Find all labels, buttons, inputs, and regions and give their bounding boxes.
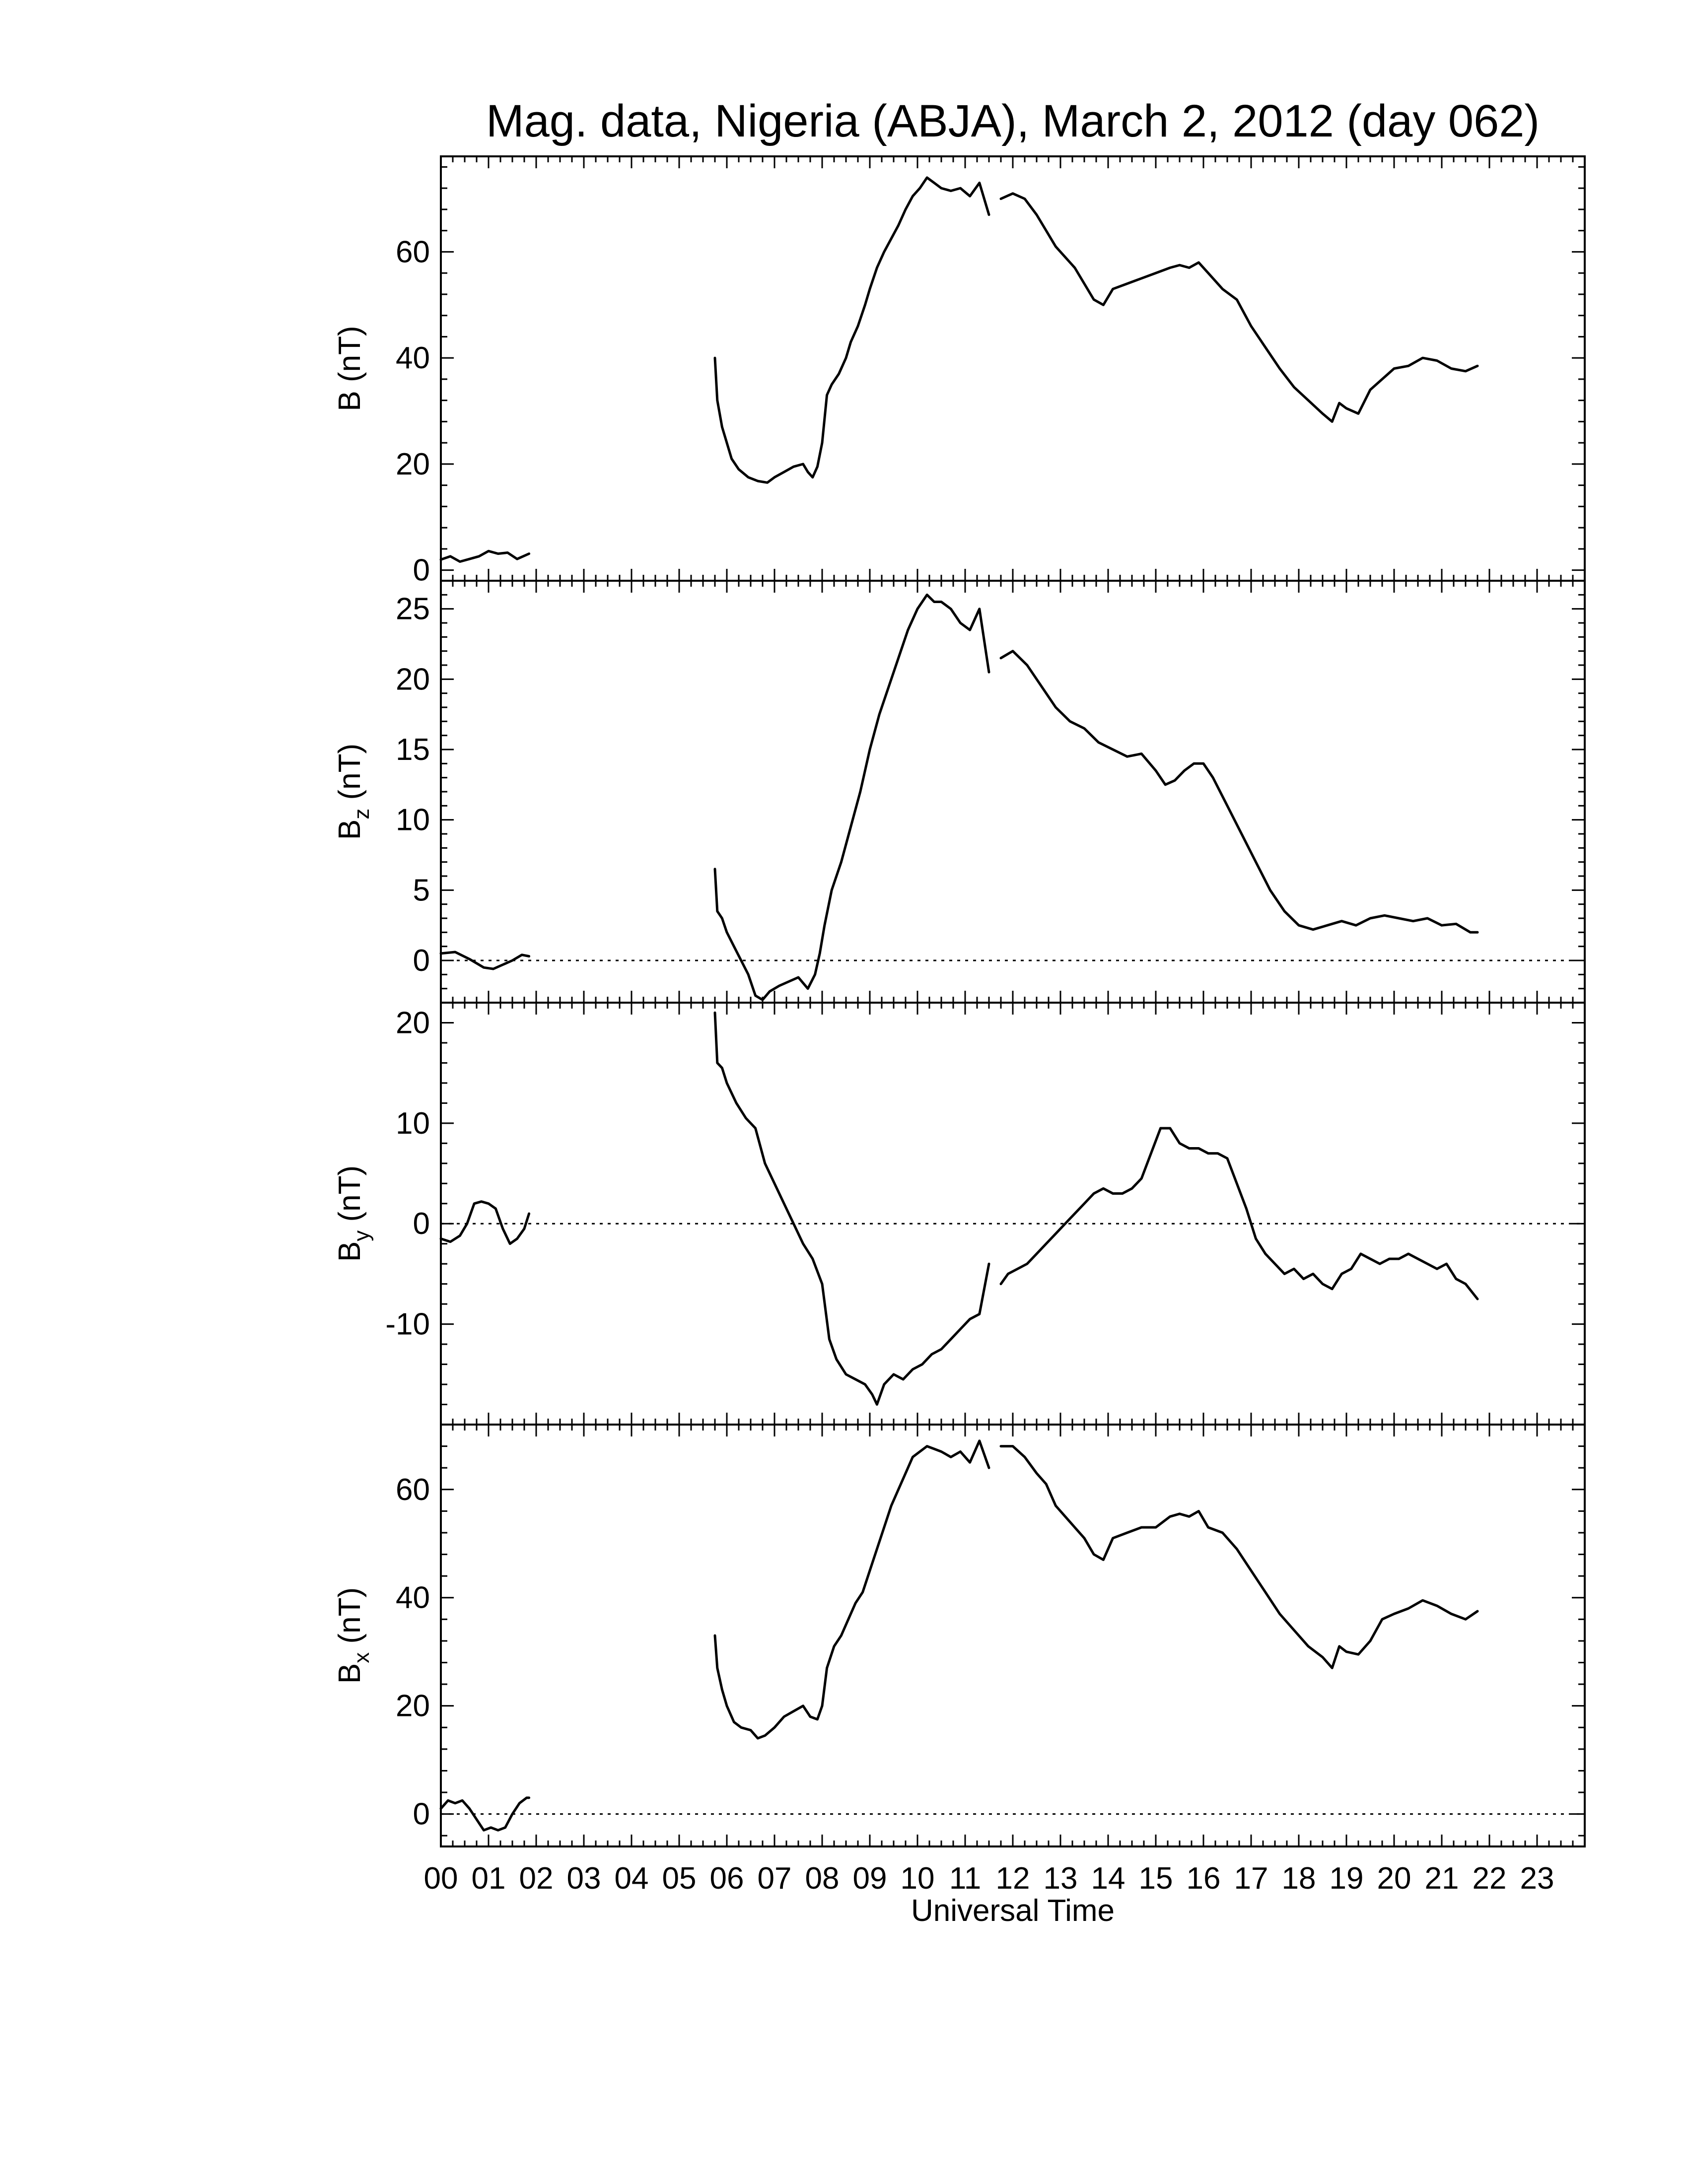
- series-line: [439, 1200, 531, 1245]
- x-tick-label: 15: [1139, 1861, 1173, 1896]
- series-line: [439, 951, 531, 970]
- y-axis-label-subscript: x: [350, 1652, 374, 1663]
- series-line: [999, 1445, 1479, 1669]
- series-line: [713, 1011, 990, 1406]
- y-tick-label: 10: [396, 803, 430, 837]
- x-tick-label: 02: [519, 1861, 554, 1896]
- series-line: [713, 176, 990, 484]
- y-axis-label-main: B: [333, 1241, 367, 1262]
- y-axis-label-unit: (nT): [333, 744, 367, 809]
- series-line: [999, 1127, 1479, 1300]
- y-axis-label-main: B: [333, 391, 367, 411]
- y-axis-label: Bx (nT): [333, 1587, 374, 1684]
- y-tick-label: 40: [396, 1581, 430, 1615]
- y-tick-label: 25: [396, 592, 430, 626]
- y-tick-label: 60: [396, 1473, 430, 1507]
- x-tick-label: 20: [1377, 1861, 1411, 1896]
- plot-frame: [440, 155, 1586, 582]
- plot-frame: [440, 1002, 1586, 1426]
- x-tick-label: 21: [1425, 1861, 1459, 1896]
- x-tick-label: 12: [996, 1861, 1030, 1896]
- y-tick-label: -10: [385, 1307, 430, 1342]
- x-tick-label: 11: [949, 1861, 981, 1896]
- plot-frame: [440, 580, 1586, 1004]
- x-tick-label: 10: [901, 1861, 935, 1896]
- x-tick-label: 06: [710, 1861, 744, 1896]
- series-line: [713, 1439, 990, 1740]
- chart-panels: 0 20 40 60 B (nT) 0 5 10 15 20 25 Bz (nT) -10 0 10 20 By…: [333, 155, 1586, 1847]
- panel-bz: 0 5 10 15 20 25 Bz (nT): [333, 580, 1586, 1004]
- x-tick-label: 23: [1520, 1861, 1554, 1896]
- series-line: [999, 192, 1479, 423]
- x-axis-label: Universal Time: [911, 1894, 1115, 1928]
- y-tick-label: 5: [413, 873, 430, 907]
- x-tick-label: 13: [1044, 1861, 1078, 1896]
- x-tick-label: 22: [1473, 1861, 1507, 1896]
- series-line: [713, 593, 990, 1001]
- panel-by: -10 0 10 20 By (nT): [333, 1002, 1586, 1426]
- x-tick-label: 18: [1282, 1861, 1316, 1896]
- y-axis-label-main: B: [333, 819, 367, 840]
- chart-title: Mag. data, Nigeria (ABJA), March 2, 2012…: [486, 96, 1540, 146]
- x-tick-label: 19: [1330, 1861, 1364, 1896]
- panel-bx: 0 20 40 60 Bx (nT): [333, 1424, 1586, 1847]
- y-tick-label: 0: [413, 553, 430, 588]
- y-tick-label: 40: [396, 341, 430, 375]
- y-axis-label-unit: (nT): [333, 326, 367, 391]
- x-tick-label: 05: [662, 1861, 697, 1896]
- x-tick-label: 16: [1187, 1861, 1221, 1896]
- series-line: [999, 650, 1479, 934]
- y-axis-label: Bz (nT): [333, 744, 374, 840]
- y-axis-label: B (nT): [333, 326, 367, 411]
- x-tick-label: 03: [567, 1861, 601, 1896]
- x-tick-label: 14: [1091, 1861, 1125, 1896]
- x-tick-label: 09: [853, 1861, 887, 1896]
- series-line: [439, 549, 531, 563]
- y-axis-label: By (nT): [333, 1165, 374, 1262]
- x-tick-label: 17: [1234, 1861, 1268, 1896]
- x-tick-label: 01: [472, 1861, 506, 1896]
- y-tick-label: 0: [413, 944, 430, 978]
- y-tick-label: 10: [396, 1106, 430, 1141]
- y-axis-label-unit: (nT): [333, 1165, 367, 1230]
- y-axis-label-unit: (nT): [333, 1587, 367, 1652]
- y-tick-label: 20: [396, 447, 430, 481]
- y-tick-label: 20: [396, 1006, 430, 1040]
- x-tick-label: 00: [424, 1861, 458, 1896]
- y-tick-label: 20: [396, 1689, 430, 1723]
- y-tick-label: 20: [396, 662, 430, 696]
- plot-frame: [440, 1424, 1586, 1847]
- panel-b-total: 0 20 40 60 B (nT): [333, 155, 1586, 588]
- y-tick-label: 15: [396, 733, 430, 767]
- x-tick-label: 08: [805, 1861, 840, 1896]
- x-tick-labels: 00 01 02 03 04 05 06 07 08 09 10 11 12 13 14 15 16 17 18 19…: [424, 1861, 1554, 1896]
- y-tick-label: 0: [413, 1797, 430, 1832]
- y-tick-label: 0: [413, 1207, 430, 1241]
- series-line: [439, 1796, 531, 1832]
- y-axis-label-subscript: y: [350, 1230, 374, 1241]
- y-axis-label-subscript: z: [350, 809, 374, 819]
- x-tick-label: 04: [615, 1861, 649, 1896]
- y-axis-label-main: B: [333, 1663, 367, 1684]
- y-tick-label: 60: [396, 235, 430, 269]
- x-tick-label: 07: [758, 1861, 792, 1896]
